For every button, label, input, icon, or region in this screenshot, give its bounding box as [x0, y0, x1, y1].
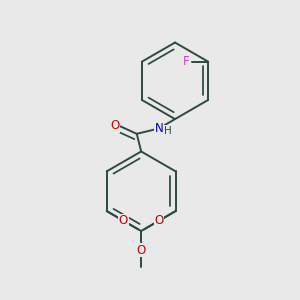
Text: F: F	[183, 55, 190, 68]
Text: O: O	[136, 244, 146, 256]
Text: O: O	[111, 119, 120, 132]
Text: H: H	[164, 126, 172, 136]
Text: O: O	[154, 214, 164, 227]
Text: O: O	[119, 214, 128, 227]
Text: N: N	[154, 122, 163, 135]
